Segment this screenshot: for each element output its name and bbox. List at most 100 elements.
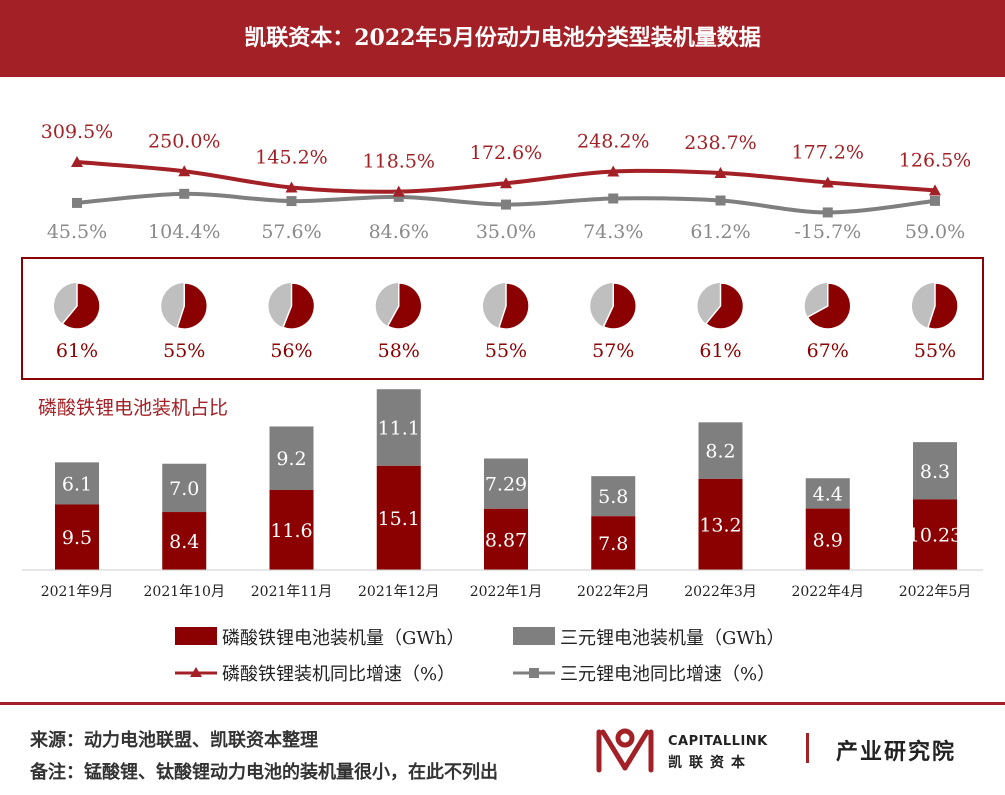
ncm-growth-label: 61.2% (690, 221, 750, 243)
ncm-growth-label: -15.7% (794, 221, 861, 243)
bar-ncm (376, 389, 421, 466)
lfp-growth-marker (178, 165, 191, 177)
pie-share-label: 57% (592, 340, 634, 362)
bar-lfp-label: 13.2 (699, 514, 741, 536)
pie-panel-frame (21, 257, 984, 380)
ncm-growth-label: 35.0% (476, 221, 536, 243)
x-tick-label: 2022年2月 (577, 584, 650, 600)
bar-ncm (269, 426, 314, 490)
x-tick-label: 2022年5月 (899, 584, 972, 600)
pie-share-label: 61% (56, 340, 98, 362)
lfp-growth-marker (392, 185, 405, 197)
ncm-growth-marker (393, 191, 404, 202)
x-tick-label: 2021年12月 (358, 584, 439, 600)
pie-slice-lfp (282, 282, 316, 330)
capitallink-logo-icon (596, 728, 654, 773)
growth-lines: 45.5% 104.4% 57.6% 84.6% 35.0% 74.3% 61.2% -15.… (41, 121, 971, 243)
ncm-growth-marker (822, 207, 833, 218)
lfp-growth-label: 250.0% (148, 130, 220, 152)
legend: 磷酸铁锂电池装机量（GWh） 三元锂电池装机量（GWh） 磷酸铁锂装机同比增速（%）… (175, 627, 784, 685)
lfp-growth-marker (714, 167, 727, 179)
lfp-growth-label: 238.7% (684, 132, 756, 154)
bar-ncm (698, 422, 743, 479)
legend-marker-ncm-growth (529, 668, 539, 678)
ncm-growth-marker (286, 196, 297, 207)
lfp-growth-marker (607, 165, 620, 177)
ncm-growth-label: 84.6% (369, 221, 429, 243)
bar-lfp-label: 8.9 (813, 529, 843, 551)
logo-chinese: 凯联资本 (668, 755, 752, 771)
bar-lfp (913, 499, 957, 570)
ncm-growth-label: 74.3% (583, 221, 643, 243)
pie-share-label: 55% (485, 340, 527, 362)
header-banner: 凯联资本：2022年5月份动力电池分类型装机量数据 (0, 0, 1005, 77)
bar-lfp (55, 504, 99, 570)
pie-share-label: 55% (914, 340, 956, 362)
x-tick-label: 2021年10月 (144, 584, 225, 600)
bar-lfp (698, 478, 743, 570)
bar-ncm-label: 7.29 (485, 474, 527, 496)
chart-canvas: 45.5% 104.4% 57.6% 84.6% 35.0% 74.3% 61.2% -15.… (21, 121, 984, 685)
ncm-growth-label: 45.5% (47, 221, 107, 243)
bar-lfp-label: 8.4 (169, 531, 199, 553)
ncm-growth-marker (501, 199, 511, 210)
bar-ncm-label: 4.4 (813, 483, 843, 505)
bar-lfp (376, 465, 421, 570)
bar-ncm (162, 463, 207, 513)
lfp-growth-label: 172.6% (470, 142, 542, 164)
pie-share-label: 56% (270, 340, 312, 362)
bar-ncm (484, 458, 528, 509)
bar-lfp (269, 489, 314, 570)
pie-slice-lfp (602, 282, 637, 330)
lfp-growth-marker (285, 181, 298, 193)
bar-lfp-label: 7.8 (598, 533, 628, 555)
x-tick-label: 2021年11月 (251, 584, 332, 600)
legend-label-ncm: 三元锂电池装机量（GWh） (560, 628, 784, 649)
ncm-growth-label: 57.6% (261, 221, 321, 243)
legend-label-lfp-growth: 磷酸铁锂装机同比增速（%） (222, 664, 455, 685)
bar-lfp (805, 508, 850, 570)
pie-share-label: 67% (807, 340, 849, 362)
bar-ncm-label: 8.2 (705, 441, 735, 463)
lfp-growth-label: 309.5% (41, 121, 113, 143)
bar-ncm (805, 478, 850, 509)
pie-slice-lfp (386, 282, 423, 330)
logo-divider (806, 733, 809, 763)
pie-slice-lfp (704, 282, 745, 330)
x-tick-label: 2022年3月 (684, 584, 757, 600)
pie-slice-lfp (176, 282, 208, 330)
logo-english: CAPITALLINK (668, 734, 768, 749)
ncm-growth-marker (179, 188, 190, 199)
pie-share-label: 55% (163, 340, 205, 362)
bar-ncm-label: 7.0 (169, 478, 199, 500)
source-note: 来源：动力电池联盟、凯联资本整理 (30, 730, 318, 751)
legend-swatch-lfp (175, 627, 217, 645)
institute-name: 产业研究院 (836, 739, 957, 765)
lfp-growth-label: 126.5% (899, 149, 971, 171)
lfp-growth-marker (929, 184, 941, 196)
legend-swatch-ncm (513, 627, 555, 645)
lfp-growth-marker (500, 177, 512, 189)
bar-lfp-label: 11.6 (270, 520, 312, 542)
bar-ncm (55, 462, 99, 505)
pie-section-label: 磷酸铁锂电池装机占比 (38, 397, 228, 419)
bar-ncm-label: 9.2 (276, 448, 306, 470)
lfp-growth-label: 177.2% (792, 142, 864, 164)
legend-label-lfp: 磷酸铁锂电池装机量（GWh） (222, 628, 464, 649)
x-tick-label: 2022年1月 (470, 584, 543, 600)
pie-slice-lfp (61, 282, 101, 330)
remark-note: 备注：锰酸锂、钛酸锂动力电池的装机量很小，在此不列出 (30, 762, 498, 783)
bar-lfp-label: 15.1 (378, 508, 420, 530)
ncm-growth-marker (608, 193, 619, 204)
legend-marker-lfp-growth (190, 667, 202, 677)
bar-lfp (591, 516, 636, 570)
legend-label-ncm-growth: 三元锂电池同比增速（%） (560, 664, 775, 685)
bar-ncm (913, 442, 957, 500)
ncm-growth-marker (72, 197, 82, 208)
lfp-growth-label: 118.5% (363, 151, 435, 173)
bar-lfp-label: 8.87 (485, 529, 527, 551)
pie-share-label: 61% (699, 340, 741, 362)
ncm-growth-marker (930, 195, 940, 206)
lfp-growth-label: 248.2% (577, 131, 649, 153)
ncm-growth-label: 104.4% (148, 221, 220, 243)
